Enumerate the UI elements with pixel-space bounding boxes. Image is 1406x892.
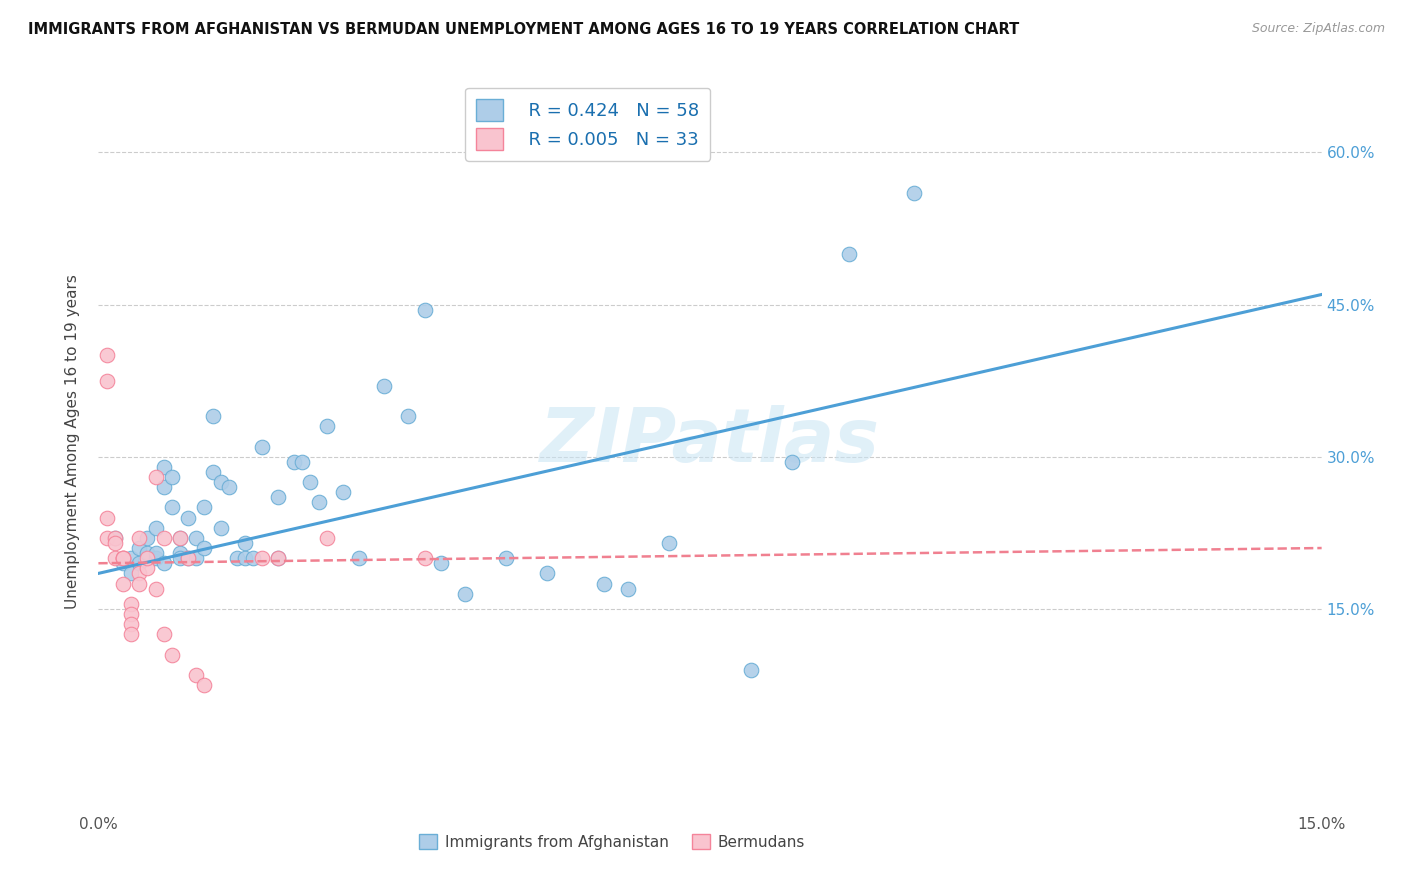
Point [152,480,174,494]
Point [104,536,127,550]
Point [120,617,142,632]
Point [128,556,150,570]
Point [332,485,354,500]
Point [250,440,273,454]
Point [209,521,232,535]
Point [136,561,159,575]
Point [96,510,118,524]
Point [242,551,264,566]
Point [299,475,322,489]
Point [152,459,174,474]
Point [145,521,167,535]
Point [283,455,305,469]
Point [250,551,273,566]
Point [152,531,174,545]
Point [349,551,371,566]
Point [120,551,142,566]
Point [104,531,127,545]
Point [201,465,224,479]
Point [152,627,174,641]
Point [136,531,159,545]
Point [658,536,681,550]
Point [128,531,150,545]
Point [267,551,290,566]
Point [291,455,314,469]
Point [233,536,256,550]
Point [111,551,134,566]
Point [169,546,191,560]
Point [186,668,208,682]
Point [160,648,183,662]
Point [177,510,200,524]
Point [145,582,167,596]
Y-axis label: Unemployment Among Ages 16 to 19 years: Unemployment Among Ages 16 to 19 years [65,274,80,609]
Point [209,475,232,489]
Point [413,551,436,566]
Point [136,551,159,566]
Point [617,582,640,596]
Legend: Immigrants from Afghanistan, Bermudans: Immigrants from Afghanistan, Bermudans [413,828,811,856]
Point [373,378,395,392]
Point [593,576,616,591]
Point [111,551,134,566]
Point [111,556,134,570]
Point [308,495,330,509]
Point [267,491,290,505]
Point [740,663,762,677]
Point [177,551,200,566]
Point [96,348,118,362]
Point [838,247,860,261]
Point [315,531,337,545]
Point [128,566,150,581]
Point [104,531,127,545]
Point [128,541,150,555]
Point [186,531,208,545]
Point [193,541,215,555]
Point [128,576,150,591]
Point [145,470,167,484]
Point [267,551,290,566]
Point [780,455,803,469]
Point [120,597,142,611]
Text: IMMIGRANTS FROM AFGHANISTAN VS BERMUDAN UNEMPLOYMENT AMONG AGES 16 TO 19 YEARS C: IMMIGRANTS FROM AFGHANISTAN VS BERMUDAN … [28,22,1019,37]
Point [111,576,134,591]
Point [193,500,215,515]
Point [226,551,249,566]
Point [177,551,200,566]
Point [495,551,517,566]
Point [145,551,167,566]
Point [193,678,215,692]
Point [169,531,191,545]
Point [413,302,436,317]
Text: Source: ZipAtlas.com: Source: ZipAtlas.com [1251,22,1385,36]
Point [454,587,477,601]
Point [186,551,208,566]
Point [169,531,191,545]
Point [169,551,191,566]
Point [536,566,558,581]
Point [96,374,118,388]
Point [120,607,142,621]
Text: ZIPatlas: ZIPatlas [540,405,880,478]
Point [160,500,183,515]
Point [96,531,118,545]
Point [396,409,419,424]
Point [136,546,159,560]
Point [233,551,256,566]
Point [145,546,167,560]
Point [104,551,127,566]
Point [152,556,174,570]
Point [201,409,224,424]
Point [120,566,142,581]
Point [903,186,925,200]
Point [120,627,142,641]
Point [111,551,134,566]
Point [160,470,183,484]
Point [315,419,337,434]
Point [218,480,240,494]
Point [430,556,453,570]
